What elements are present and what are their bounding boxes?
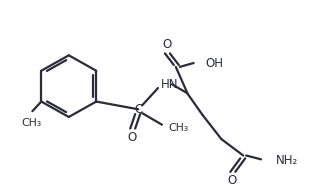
Text: O: O [228,174,237,187]
Text: CH₃: CH₃ [169,122,189,132]
Text: HN: HN [161,78,179,91]
Text: OH: OH [206,57,224,70]
Text: O: O [162,38,171,51]
Text: O: O [128,131,137,144]
Text: CH₃: CH₃ [21,118,42,128]
Text: NH₂: NH₂ [276,154,298,167]
Text: C: C [134,103,142,116]
